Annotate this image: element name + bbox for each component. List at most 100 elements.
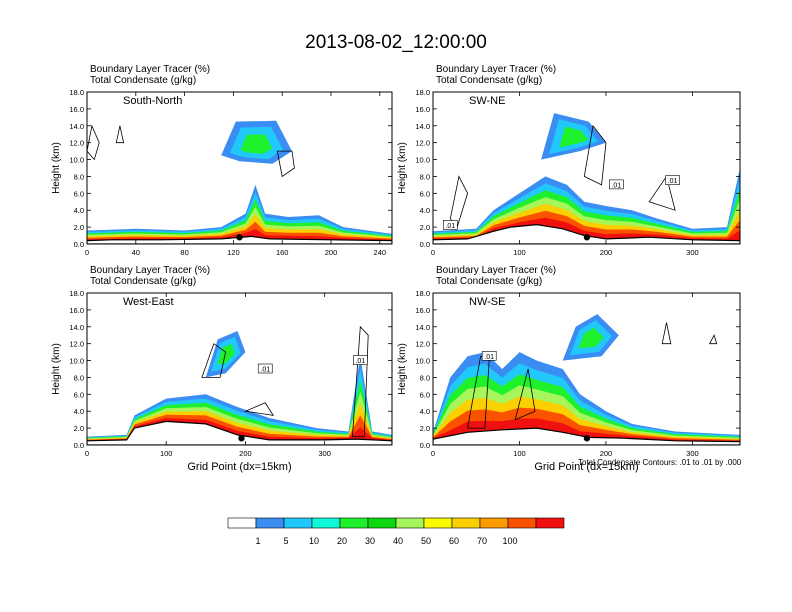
legend-swatch-1 <box>227 517 257 529</box>
condensate-contour-2 <box>115 125 125 144</box>
contour-label-2: .01 <box>355 358 365 365</box>
panel-3-plot-area: .01 .01 <box>87 325 392 445</box>
condensate-contour-4 <box>709 334 718 345</box>
y-tick-label: 12.0 <box>415 139 430 148</box>
panel-label: West-East <box>123 296 174 308</box>
y-axis-label: Height (km) <box>51 343 62 395</box>
y-tick-label: 4.0 <box>74 407 84 416</box>
y-tick-label: 0.0 <box>420 441 430 450</box>
plot-frame <box>86 292 393 446</box>
panel-3-header-line-1: Boundary Layer Tracer (%) <box>90 265 211 276</box>
panel-3-header-line-2: Total Condensate (g/kg) <box>90 276 197 287</box>
y-tick-label: 8.0 <box>420 172 430 181</box>
y-tick-label: 6.0 <box>74 189 84 198</box>
panel-2-header-line-2: Total Condensate (g/kg) <box>436 75 543 86</box>
contour-label-2: .01 <box>611 182 621 189</box>
color-legend: 1 5 10 20 30 40 50 60 70 100 <box>227 517 565 546</box>
condensate-contour-1 <box>87 124 100 161</box>
condensate-contour-2 <box>583 124 607 186</box>
legend-swatch-10 <box>479 517 509 529</box>
y-tick-label: 18.0 <box>69 88 84 97</box>
terrain <box>433 223 740 244</box>
panel-2-header-line-1: Boundary Layer Tracer (%) <box>436 64 557 75</box>
x-tick-label: 200 <box>325 248 338 257</box>
y-tick-label: 10.0 <box>69 156 84 165</box>
condensate-contour-3 <box>276 150 295 178</box>
y-tick-label: 10.0 <box>69 357 84 366</box>
x-tick-label: 80 <box>180 248 188 257</box>
upper-cloud-1-layer-3 <box>578 327 604 349</box>
y-tick-label: 18.0 <box>415 289 430 298</box>
legend-label-1: 1 <box>255 536 260 546</box>
legend-label-70: 70 <box>477 536 487 546</box>
y-tick-label: 2.0 <box>420 424 430 433</box>
panel-3-header: Boundary Layer Tracer (%) Total Condensa… <box>90 265 210 287</box>
legend-swatch-7 <box>395 517 425 529</box>
y-tick-label: 14.0 <box>415 323 430 332</box>
y-tick-label: 0.0 <box>74 441 84 450</box>
legend-label-30: 30 <box>365 536 375 546</box>
x-tick-label: 120 <box>227 248 240 257</box>
x-tick-label: 40 <box>132 248 140 257</box>
contour-label-box-1 <box>257 363 273 374</box>
legend-swatch-6 <box>367 517 397 529</box>
x-tick-label: 240 <box>374 248 387 257</box>
y-tick-label: 18.0 <box>415 88 430 97</box>
site-marker <box>583 234 591 241</box>
panel-1-header-line-1: Boundary Layer Tracer (%) <box>90 64 211 75</box>
x-tick-label: 160 <box>276 248 289 257</box>
y-tick-label: 0.0 <box>74 240 84 249</box>
x-tick-label: 100 <box>513 248 526 257</box>
y-tick-label: 8.0 <box>74 172 84 181</box>
legend-label-60: 60 <box>449 536 459 546</box>
y-tick-label: 4.0 <box>420 407 430 416</box>
legend-label-50: 50 <box>421 536 431 546</box>
contour-label-box-2 <box>353 355 368 365</box>
figure-title: 2013-08-02_12:00:00 <box>305 32 487 53</box>
panel-label: SW-NE <box>469 95 505 107</box>
x-axis-label: Grid Point (dx=15km) <box>534 461 638 473</box>
panel-4-header-line-2: Total Condensate (g/kg) <box>436 276 543 287</box>
y-tick-label: 16.0 <box>415 105 430 114</box>
contour-label-box-1 <box>481 351 497 361</box>
legend-label-40: 40 <box>393 536 403 546</box>
contour-label-1: .01 <box>445 223 455 230</box>
y-tick-label: 14.0 <box>69 323 84 332</box>
x-tick-label: 0 <box>85 449 89 458</box>
y-tick-label: 6.0 <box>420 189 430 198</box>
plot-frame <box>432 91 741 245</box>
y-tick-label: 16.0 <box>69 105 84 114</box>
y-tick-label: 16.0 <box>415 306 430 315</box>
legend-swatch-2 <box>255 517 285 529</box>
panel-4-plot-area: .01 <box>433 314 740 445</box>
y-tick-label: 2.0 <box>74 424 84 433</box>
legend-label-100: 100 <box>502 536 517 546</box>
x-axis-label: Grid Point (dx=15km) <box>187 461 291 473</box>
upper-cloud-1-layer-3 <box>559 126 589 148</box>
y-tick-label: 2.0 <box>420 223 430 232</box>
contour-label-1: .01 <box>484 354 494 361</box>
y-tick-label: 16.0 <box>69 306 84 315</box>
panel-4: .01 0.0 2.0 4.0 6.0 8.0 10.0 12.0 14.0 16.0 18.0 0 1… <box>397 289 741 473</box>
y-tick-label: 14.0 <box>415 122 430 131</box>
site-marker <box>583 435 591 442</box>
legend-swatch-12 <box>535 517 565 529</box>
y-tick-label: 4.0 <box>420 206 430 215</box>
y-tick-label: 14.0 <box>69 122 84 131</box>
y-tick-label: 10.0 <box>415 156 430 165</box>
panel-label: South-North <box>123 95 182 107</box>
panel-4-header: Boundary Layer Tracer (%) Total Condensa… <box>436 265 556 287</box>
upper-cloud-1-layer-3 <box>240 134 273 154</box>
y-tick-label: 10.0 <box>415 357 430 366</box>
x-tick-label: 100 <box>160 449 173 458</box>
plot-frame <box>432 292 741 446</box>
panel-2: .01 .01 .01 0.0 2.0 4.0 6.0 8.0 10.0 12.0 14.0 16.0… <box>397 88 741 257</box>
contour-label-1: .01 <box>260 367 270 374</box>
x-tick-label: 200 <box>600 248 613 257</box>
plot-frame <box>86 91 393 245</box>
condensate-contour-2 <box>514 368 536 421</box>
legend-swatch-8 <box>423 517 453 529</box>
legend-swatch-5 <box>339 517 369 529</box>
